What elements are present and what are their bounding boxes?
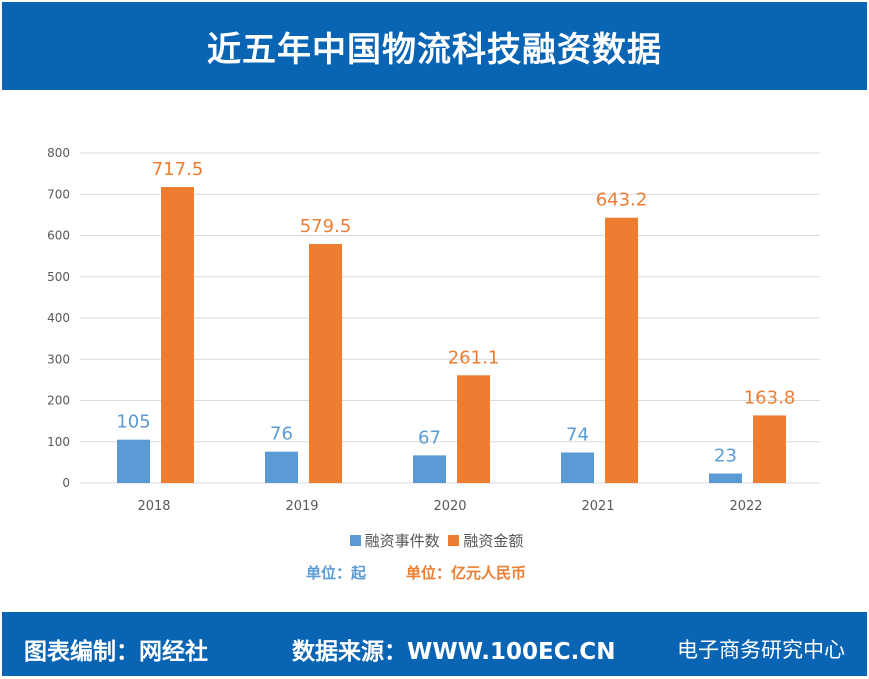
bar-amount: [457, 375, 490, 483]
x-tick-label: 2022: [729, 499, 762, 514]
y-tick-label: 100: [47, 435, 70, 449]
x-tick-label: 2021: [581, 499, 614, 514]
data-label: 67: [418, 427, 441, 448]
watermark: 电子商务研究中心: [677, 638, 845, 662]
data-label: 105: [116, 412, 150, 433]
unit-amount: 单位：亿元人民币: [406, 564, 527, 582]
data-label: 261.1: [448, 347, 500, 368]
bar-count: [413, 455, 446, 483]
legend-swatch-count: [349, 535, 361, 546]
bar-amount: [753, 415, 786, 483]
x-tick-label: 2020: [433, 499, 466, 514]
footer-source: 数据来源：WWW.100EC.CN: [292, 639, 616, 665]
bar-amount: [605, 217, 638, 483]
y-tick-label: 600: [47, 229, 70, 243]
title-banner: 近五年中国物流科技融资数据: [2, 2, 867, 90]
data-label: 579.5: [300, 216, 352, 237]
y-tick-label: 0: [62, 476, 70, 490]
y-tick-label: 800: [47, 146, 70, 160]
footer-banner: 图表编制：网经社 数据来源：WWW.100EC.CN 电子商务研究中心: [2, 612, 867, 676]
data-label: 23: [714, 446, 737, 467]
y-tick-label: 400: [47, 311, 70, 325]
data-label: 76: [270, 424, 293, 445]
legend-label-count: 融资事件数: [364, 532, 440, 550]
bar-amount: [161, 187, 194, 483]
y-tick-label: 300: [47, 352, 70, 366]
y-tick-label: 500: [47, 270, 70, 284]
page-title: 近五年中国物流科技融资数据: [207, 29, 662, 70]
bar-count: [709, 473, 742, 483]
unit-count: 单位：起: [306, 564, 367, 582]
data-label: 717.5: [152, 159, 204, 180]
x-tick-label: 2019: [285, 499, 318, 514]
legend-label-amount: 融资金额: [463, 532, 524, 550]
data-label: 74: [566, 424, 589, 445]
data-label: 643.2: [596, 190, 648, 211]
bar-count: [265, 451, 298, 483]
y-tick-label: 200: [47, 394, 70, 408]
bar-amount: [309, 243, 342, 483]
bar-count: [561, 452, 594, 483]
x-tick-label: 2018: [137, 499, 170, 514]
bar-count: [117, 439, 150, 483]
footer-credit: 图表编制：网经社: [24, 639, 208, 665]
legend: 融资事件数 融资金额: [0, 530, 869, 551]
data-label: 163.8: [744, 387, 796, 408]
legend-swatch-amount: [448, 535, 460, 546]
y-tick-label: 700: [47, 187, 70, 201]
